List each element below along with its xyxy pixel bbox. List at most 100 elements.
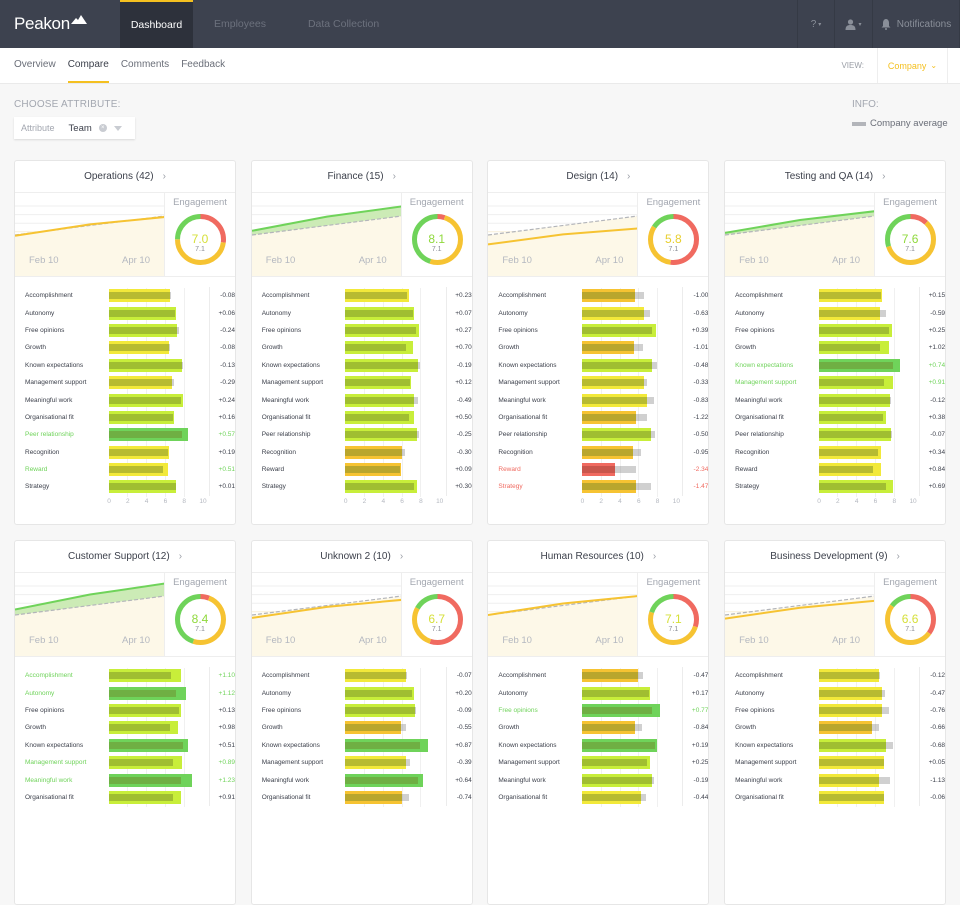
driver-row[interactable]: Known expectations +0.19 [488, 737, 708, 756]
driver-row[interactable]: Meaningful work +0.64 [252, 771, 472, 790]
driver-row[interactable]: Accomplishment -0.08 [15, 287, 235, 306]
driver-row[interactable]: Free opinions +0.77 [488, 702, 708, 721]
card-header[interactable]: Design (14) › [488, 161, 709, 193]
driver-row[interactable]: Meaningful work -0.49 [252, 391, 472, 410]
driver-row[interactable]: Reward -2.34 [488, 461, 708, 480]
driver-row[interactable]: Accomplishment -1.00 [488, 287, 708, 306]
driver-row[interactable]: Accomplishment +0.15 [725, 287, 945, 306]
driver-row[interactable]: Autonomy +0.20 [252, 684, 472, 703]
driver-row[interactable]: Growth +1.02 [725, 339, 945, 358]
nav-dashboard[interactable]: Dashboard [120, 0, 193, 48]
tab-compare[interactable]: Compare [67, 48, 109, 83]
driver-row[interactable]: Known expectations -0.19 [252, 357, 472, 376]
driver-row[interactable]: Free opinions -0.24 [15, 322, 235, 341]
driver-row[interactable]: Management support +0.25 [488, 754, 708, 773]
driver-row[interactable]: Meaningful work -0.19 [488, 771, 708, 790]
driver-row[interactable]: Strategy +0.30 [252, 478, 472, 497]
driver-row[interactable]: Management support +0.91 [725, 374, 945, 393]
driver-row[interactable]: Peer relationship -0.07 [725, 426, 945, 445]
driver-row[interactable]: Known expectations -0.68 [725, 737, 945, 756]
driver-row[interactable]: Known expectations +0.74 [725, 357, 945, 376]
driver-row[interactable]: Accomplishment -0.12 [725, 667, 945, 686]
driver-row[interactable]: Growth -0.08 [15, 339, 235, 358]
driver-row[interactable]: Growth -1.01 [488, 339, 708, 358]
driver-row[interactable]: Known expectations -0.13 [15, 357, 235, 376]
driver-row[interactable]: Reward +0.51 [15, 461, 235, 480]
driver-row[interactable]: Autonomy +0.06 [15, 304, 235, 323]
driver-row[interactable]: Autonomy +0.07 [252, 304, 472, 323]
driver-row[interactable]: Growth -0.84 [488, 719, 708, 738]
driver-row[interactable]: Meaningful work +0.24 [15, 391, 235, 410]
tab-feedback[interactable]: Feedback [181, 59, 226, 70]
driver-row[interactable]: Management support -0.33 [488, 374, 708, 393]
driver-row[interactable]: Management support +0.05 [725, 754, 945, 773]
driver-row[interactable]: Recognition +0.34 [725, 444, 945, 463]
card-header[interactable]: Human Resources (10) › [488, 541, 709, 573]
driver-row[interactable]: Autonomy +1.12 [15, 684, 235, 703]
driver-row[interactable]: Autonomy -0.47 [725, 684, 945, 703]
driver-row[interactable]: Peer relationship -0.25 [252, 426, 472, 445]
driver-row[interactable]: Accomplishment +1.10 [15, 667, 235, 686]
driver-row[interactable]: Known expectations +0.51 [15, 737, 235, 756]
driver-row[interactable]: Organisational fit +0.91 [15, 789, 235, 808]
driver-row[interactable]: Accomplishment -0.07 [252, 667, 472, 686]
driver-row[interactable]: Management support -0.29 [15, 374, 235, 393]
peakon-logo[interactable]: Peakon [0, 0, 120, 48]
view-selector[interactable]: Company ⌄ [877, 48, 948, 83]
driver-row[interactable]: Accomplishment -0.47 [488, 667, 708, 686]
driver-row[interactable]: Management support +0.89 [15, 754, 235, 773]
driver-row[interactable]: Free opinions -0.76 [725, 702, 945, 721]
driver-row[interactable]: Strategy -1.47 [488, 478, 708, 497]
driver-row[interactable]: Autonomy -0.59 [725, 304, 945, 323]
driver-row[interactable]: Reward +0.09 [252, 461, 472, 480]
driver-row[interactable]: Accomplishment +0.23 [252, 287, 472, 306]
driver-row[interactable]: Organisational fit +0.38 [725, 409, 945, 428]
driver-row[interactable]: Strategy +0.69 [725, 478, 945, 497]
driver-row[interactable]: Meaningful work -1.13 [725, 771, 945, 790]
driver-row[interactable]: Peer relationship +0.57 [15, 426, 235, 445]
driver-row[interactable]: Free opinions +0.27 [252, 322, 472, 341]
clear-icon[interactable]: × [98, 124, 107, 132]
driver-row[interactable]: Organisational fit -0.06 [725, 789, 945, 808]
driver-row[interactable]: Growth -0.55 [252, 719, 472, 738]
help-menu-button[interactable]: ? ▾ [797, 0, 834, 48]
attribute-select[interactable]: Attribute Team × [14, 117, 135, 139]
driver-row[interactable]: Organisational fit -0.44 [488, 789, 708, 808]
driver-row[interactable]: Free opinions +0.13 [15, 702, 235, 721]
card-header[interactable]: Customer Support (12) › [15, 541, 235, 573]
driver-row[interactable]: Known expectations -0.48 [488, 357, 708, 376]
card-header[interactable]: Business Development (9) › [725, 541, 946, 573]
dropdown-arrow-icon[interactable] [113, 125, 122, 131]
driver-row[interactable]: Organisational fit -1.22 [488, 409, 708, 428]
driver-row[interactable]: Organisational fit +0.50 [252, 409, 472, 428]
driver-row[interactable]: Organisational fit +0.16 [15, 409, 235, 428]
driver-row[interactable]: Recognition -0.30 [252, 444, 472, 463]
driver-row[interactable]: Free opinions -0.09 [252, 702, 472, 721]
driver-row[interactable]: Autonomy +0.17 [488, 684, 708, 703]
driver-row[interactable]: Meaningful work +1.23 [15, 771, 235, 790]
tab-overview[interactable]: Overview [14, 59, 56, 70]
driver-row[interactable]: Growth -0.66 [725, 719, 945, 738]
driver-row[interactable]: Reward +0.84 [725, 461, 945, 480]
driver-row[interactable]: Organisational fit -0.74 [252, 789, 472, 808]
driver-row[interactable]: Free opinions +0.39 [488, 322, 708, 341]
driver-row[interactable]: Growth +0.98 [15, 719, 235, 738]
notifications-button[interactable]: Notifications [872, 0, 960, 48]
driver-row[interactable]: Peer relationship -0.50 [488, 426, 708, 445]
driver-row[interactable]: Recognition +0.19 [15, 444, 235, 463]
driver-row[interactable]: Strategy +0.01 [15, 478, 235, 497]
driver-row[interactable]: Growth +0.70 [252, 339, 472, 358]
card-header[interactable]: Testing and QA (14) › [725, 161, 946, 193]
card-header[interactable]: Finance (15) › [251, 161, 472, 193]
driver-row[interactable]: Meaningful work -0.12 [725, 391, 945, 410]
card-header[interactable]: Operations (42) › [15, 161, 235, 193]
driver-row[interactable]: Recognition -0.95 [488, 444, 708, 463]
card-header[interactable]: Unknown 2 (10) › [251, 541, 472, 573]
user-menu-button[interactable]: ▾ [834, 0, 872, 48]
nav-employees[interactable]: Employees [214, 18, 266, 30]
driver-row[interactable]: Known expectations +0.87 [252, 737, 472, 756]
tab-comments[interactable]: Comments [120, 59, 170, 70]
driver-row[interactable]: Management support -0.39 [252, 754, 472, 773]
driver-row[interactable]: Free opinions +0.25 [725, 322, 945, 341]
nav-data-collection[interactable]: Data Collection [307, 18, 380, 30]
